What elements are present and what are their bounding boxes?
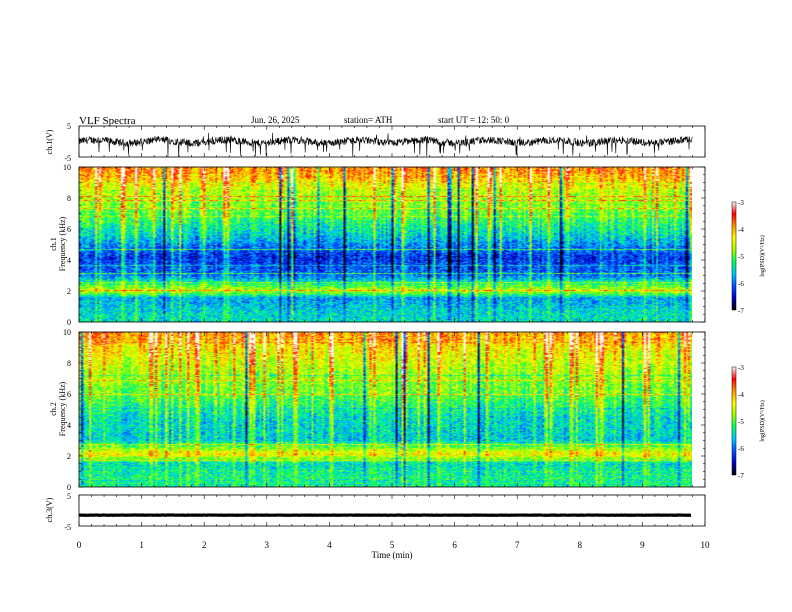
ch2-colorbar-tick-m6: -6 — [738, 445, 744, 453]
ch1-freq-tick-4: 4 — [67, 256, 71, 265]
ch2-colorbar-tick-m7: -7 — [738, 472, 744, 480]
ch2-spectrogram-time-ticks — [78, 332, 706, 487]
ch1-colorbar-tick-m4: -4 — [738, 226, 744, 234]
ch3-waveform-frame — [78, 494, 706, 527]
ch2-spectrogram-panel: 0 2 4 6 8 10 ch.2Frequency (kHz) -3 -4 -… — [49, 328, 766, 492]
start-time-label: start UT = 12: 50: 0 — [438, 115, 510, 125]
ch3-time-ticks — [78, 495, 706, 526]
ch2-frequency-ylabel: ch.2Frequency (kHz) — [49, 381, 67, 436]
figure-title: VLF Spectra — [79, 115, 136, 127]
ch1-freq-tick-6: 6 — [67, 225, 71, 234]
ch2-freq-tick-10: 10 — [63, 328, 71, 337]
time-tick-label: 4 — [327, 540, 332, 550]
ch2-frequency-ticks — [79, 331, 705, 488]
ch1-colorbar-tick-m7: -7 — [738, 307, 744, 315]
ch1-spectrogram-panel: 0 2 4 6 8 10 ch.1Frequency (kHz) -3 -4 -… — [49, 163, 766, 327]
time-tick-label: 0 — [77, 540, 82, 550]
time-tick-label: 8 — [578, 540, 583, 550]
ch1-spectrogram-time-ticks — [78, 167, 706, 322]
frequency-ylabel-line: ch.2 — [49, 402, 58, 416]
frequency-ylabel-line: Frequency (kHz) — [58, 381, 67, 436]
ch1-freq-tick-0: 0 — [67, 318, 71, 327]
ch2-colorbar-tick-m3: -3 — [738, 364, 744, 372]
ch3-ylabel: ch.3(V) — [45, 497, 54, 522]
ch2-freq-tick-0: 0 — [67, 483, 71, 492]
time-tick-label: 2 — [202, 540, 207, 550]
time-axis-tick-labels: 0 1 2 3 4 5 6 7 8 9 10 — [77, 540, 710, 550]
time-tick-label: 3 — [265, 540, 270, 550]
ch2-freq-tick-8: 8 — [67, 359, 71, 368]
ch1-colorbar-tick-m6: -6 — [738, 280, 744, 288]
ch3-ytick-bottom: -5 — [64, 523, 71, 532]
ch1-frequency-ticks — [79, 166, 705, 323]
frequency-ylabel-line: Frequency (kHz) — [58, 216, 67, 271]
ch1-ytick-bottom: -5 — [64, 154, 71, 163]
ch2-freq-tick-4: 4 — [67, 421, 71, 430]
frequency-ylabel-line: ch.1 — [49, 237, 58, 251]
time-axis-label: Time (min) — [372, 550, 413, 560]
ch2-spectrogram-image — [79, 332, 692, 487]
ch2-colorbar — [731, 366, 737, 476]
ch1-spectrogram-image — [79, 167, 692, 322]
ch1-ytick-top: 5 — [67, 122, 71, 131]
ch1-waveform-panel: 5 -5 ch.1(V) — [45, 122, 706, 163]
ch1-freq-tick-2: 2 — [67, 287, 71, 296]
ch3-ytick-top: 5 — [67, 492, 71, 501]
ch1-ylabel: ch.1(V) — [45, 129, 54, 154]
time-tick-label: 7 — [515, 540, 520, 550]
ch3-waveform-panel: 5 -5 ch.3(V) — [45, 492, 706, 532]
ch2-colorbar-tick-m4: -4 — [738, 391, 744, 399]
ch2-freq-tick-6: 6 — [67, 390, 71, 399]
ch1-colorbar-label: log(PSD)(V²/Hz) — [759, 235, 766, 276]
time-tick-label: 10 — [701, 540, 711, 550]
time-tick-label: 1 — [139, 540, 144, 550]
ch1-time-ticks — [78, 126, 706, 157]
ch1-colorbar-tick-m5: -5 — [738, 253, 744, 261]
ch2-colorbar-tick-m5: -5 — [738, 418, 744, 426]
ch1-colorbar-tick-m3: -3 — [738, 199, 744, 207]
ch1-waveform-trace — [78, 132, 693, 157]
ch2-freq-tick-2: 2 — [67, 452, 71, 461]
ch1-freq-tick-10: 10 — [63, 163, 71, 172]
date-label: Jun. 26, 2025 — [251, 115, 300, 125]
time-tick-label: 6 — [452, 540, 457, 550]
ch2-colorbar-label: log(PSD)(V²/Hz) — [759, 400, 766, 441]
station-label: station= ATH — [344, 115, 393, 125]
ch1-frequency-ylabel: ch.1Frequency (kHz) — [49, 216, 67, 271]
ch1-colorbar — [731, 201, 737, 311]
ch1-freq-tick-8: 8 — [67, 194, 71, 203]
time-tick-label: 5 — [390, 540, 395, 550]
time-tick-label: 9 — [640, 540, 645, 550]
